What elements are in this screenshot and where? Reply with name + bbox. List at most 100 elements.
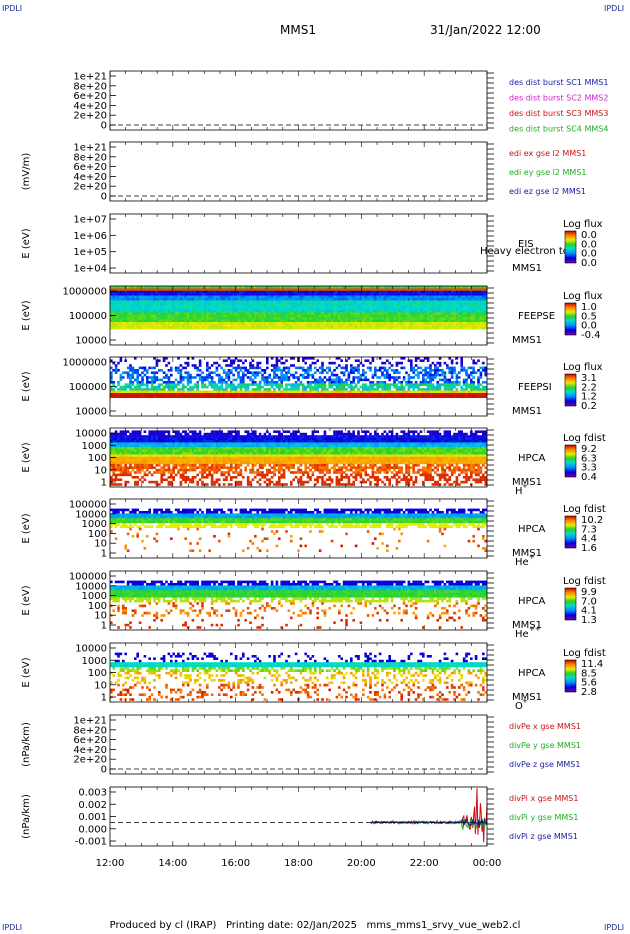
spectrogram-cell [129, 324, 132, 327]
spectrogram-cell [294, 381, 298, 384]
spectrogram-cell [474, 317, 478, 320]
spectrogram-cell [429, 366, 432, 370]
spectrogram-cell [412, 395, 415, 398]
spectrogram-cell [369, 317, 372, 320]
spectrogram-cell [244, 293, 247, 296]
spectrogram-cell [208, 295, 211, 299]
spectrogram-cell [388, 305, 391, 308]
spectrogram-cell [160, 395, 163, 398]
spectrogram-cell [292, 393, 295, 396]
spectrogram-cell [179, 364, 183, 367]
spectrogram-cell [170, 373, 173, 377]
spectrogram-cell [374, 300, 377, 303]
spectrogram-cell [117, 442, 120, 445]
spectrogram-cell [450, 288, 454, 291]
spectrogram-cell [357, 288, 360, 291]
spectrogram-cell [441, 310, 444, 313]
spectrogram-cell [414, 359, 418, 362]
spectrogram-cell [287, 314, 291, 318]
spectrogram-cell [160, 390, 163, 394]
spectrogram-cell [434, 310, 437, 313]
spectrogram-cell [182, 326, 185, 330]
spectrogram-cell [136, 322, 139, 325]
spectrogram-cell [278, 366, 281, 370]
spectrogram-cell [429, 371, 432, 374]
spectrogram-cell [479, 305, 483, 308]
spectrogram-cell [335, 312, 339, 315]
spectrogram-cell [263, 388, 267, 391]
spectrogram-cell [381, 290, 384, 294]
spectrogram-cell [443, 390, 447, 394]
spectrogram-cell [302, 286, 305, 289]
spectrogram-cell [201, 383, 204, 386]
spectrogram-cell [388, 314, 391, 318]
spectrogram-cell [359, 302, 363, 306]
spectrogram-cell [251, 366, 255, 370]
spectrogram-cell [208, 310, 211, 313]
spectrogram-cell [213, 395, 216, 398]
spectrogram-cell [352, 290, 355, 294]
spectrogram-cell [419, 324, 423, 327]
spectrogram-cell [194, 286, 197, 289]
spectrogram-cell [282, 314, 286, 318]
spectrogram-cell [364, 383, 367, 386]
spectrogram-cell [362, 295, 365, 299]
spectrogram-cell [170, 366, 173, 370]
spectrogram-cell [431, 322, 435, 325]
spectrogram-cell [227, 319, 231, 323]
spectrogram-cell [407, 381, 411, 384]
spectrogram-cell [453, 395, 456, 398]
spectrogram-cell [179, 322, 183, 325]
spectrogram-cell [280, 290, 283, 294]
spectrogram-cell [258, 395, 262, 398]
spectrogram-cell [366, 393, 370, 396]
colorbar-title: Log flux [563, 219, 603, 230]
spectrogram-cell [114, 314, 118, 318]
spectrogram-cell [306, 376, 310, 379]
spectrogram-cell [455, 388, 459, 391]
spectrogram-cell [213, 290, 216, 294]
spectrogram-cell [448, 300, 451, 303]
spectrogram-cell [170, 326, 173, 330]
spectrogram-cell [345, 388, 348, 391]
spectrogram-cell [244, 290, 247, 294]
spectrogram-cell [110, 464, 113, 467]
spectrogram-cell [220, 288, 223, 291]
spectrogram-cell [129, 381, 132, 384]
spectrogram-cell [162, 290, 166, 294]
spectrogram-cell [393, 310, 396, 313]
spectrogram-cell [395, 290, 399, 294]
spectrogram-cell [242, 286, 245, 289]
spectrogram-cell [405, 326, 408, 330]
spectrogram-cell [138, 298, 142, 301]
spectrogram-cell [482, 302, 485, 306]
spectrogram-cell [321, 288, 324, 291]
spectrogram-cell [222, 378, 226, 382]
spectrogram-cell [362, 383, 365, 386]
spectrogram-cell [446, 383, 449, 386]
spectrogram-cell [227, 373, 231, 377]
spectrogram-cell [162, 359, 166, 362]
spectrogram-cell [441, 305, 444, 308]
spectrogram-cell [134, 324, 137, 327]
spectrogram-cell [282, 388, 286, 391]
spectrogram-cell [189, 314, 192, 318]
spectrogram-cell [460, 359, 463, 362]
spectrogram-cell [110, 295, 113, 299]
spectrogram-cell [381, 326, 384, 330]
spectrogram-cell [160, 290, 163, 294]
spectrogram-cell [314, 312, 317, 315]
spectrogram-cell [354, 385, 358, 389]
spectrogram-cell [246, 388, 250, 391]
spectrogram-cell [213, 319, 216, 323]
spectrogram-cell [470, 298, 473, 301]
spectrogram-cell [179, 305, 183, 308]
spectrogram-cell [326, 295, 329, 299]
spectrogram-cell [220, 378, 223, 382]
spectrogram-cell [479, 300, 483, 303]
spectrogram-cell [196, 319, 199, 323]
spectrogram-cell [172, 326, 175, 330]
spectrogram-cell [422, 326, 425, 330]
spectrogram-cell [405, 298, 408, 301]
spectrogram-cell [215, 383, 219, 386]
